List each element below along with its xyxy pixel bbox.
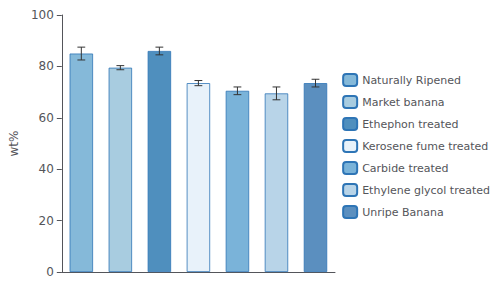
svg-text:Ethylene glycol treated: Ethylene glycol treated (362, 184, 490, 197)
svg-text:Unripe Banana: Unripe Banana (362, 206, 444, 219)
svg-text:Market banana: Market banana (362, 96, 444, 109)
svg-text:Carbide treated: Carbide treated (362, 162, 448, 175)
svg-text:40: 40 (39, 162, 54, 176)
svg-text:80: 80 (39, 59, 54, 73)
svg-text:0: 0 (46, 265, 54, 279)
svg-text:Naturally Ripened: Naturally Ripened (362, 74, 461, 87)
svg-text:Ethephon treated: Ethephon treated (362, 118, 458, 131)
svg-text:60: 60 (39, 111, 54, 125)
svg-text:100: 100 (31, 8, 54, 22)
svg-text:wt%: wt% (7, 131, 21, 157)
svg-text:20: 20 (39, 214, 54, 228)
svg-text:Kerosene fume treated: Kerosene fume treated (362, 140, 488, 153)
